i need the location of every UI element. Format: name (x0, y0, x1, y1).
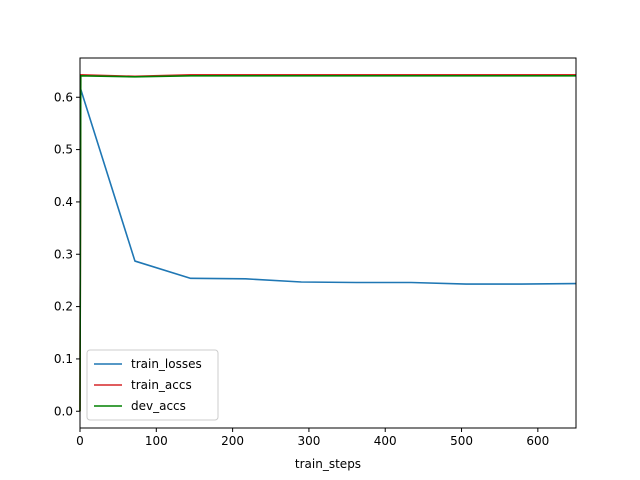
legend-label-train-losses: train_losses (131, 357, 202, 371)
x-tick-label: 0 (76, 434, 84, 448)
x-tick-label: 300 (297, 434, 320, 448)
legend-label-dev-accs: dev_accs (131, 399, 186, 413)
x-tick-label: 100 (145, 434, 168, 448)
x-axis-ticks: 0 100 200 300 400 500 600 (76, 428, 549, 448)
legend-box (86, 349, 219, 421)
series-layer (79, 73, 577, 412)
y-tick-label: 0.5 (54, 143, 73, 157)
y-tick-label: 0.3 (54, 247, 73, 261)
plot-frame (79, 57, 577, 429)
y-tick-label: 0.4 (54, 195, 73, 209)
series-line-dev-accs (79, 74, 576, 412)
y-tick-label: 0.0 (54, 404, 73, 418)
x-tick-label: 500 (450, 434, 473, 448)
x-tick-label: 600 (526, 434, 549, 448)
y-tick-label: 0.1 (54, 352, 73, 366)
x-axis-label: train_steps (295, 457, 361, 471)
y-tick-label: 0.2 (54, 300, 73, 314)
legend-label-train-accs: train_accs (131, 378, 192, 392)
x-tick-label: 200 (221, 434, 244, 448)
y-axis-ticks: 0.0 0.1 0.2 0.3 0.4 0.5 0.6 (54, 90, 80, 418)
y-tick-label: 0.6 (54, 90, 73, 104)
series-line-train-losses (79, 88, 577, 285)
legend: train_losses train_accs dev_accs (86, 349, 219, 421)
x-tick-label: 400 (374, 434, 397, 448)
